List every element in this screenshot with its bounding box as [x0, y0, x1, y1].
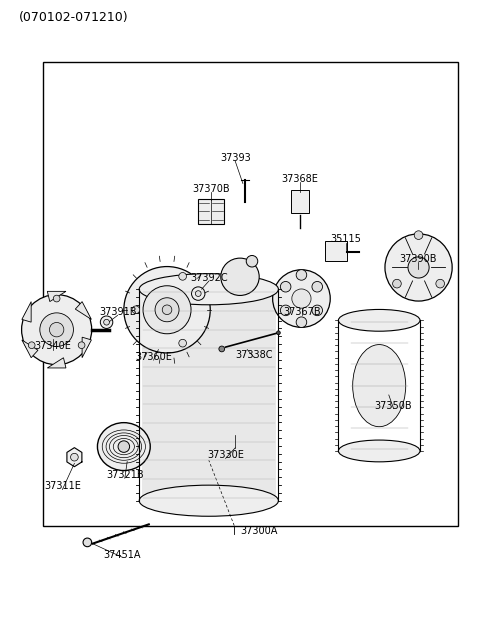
Circle shape [71, 453, 78, 461]
Circle shape [195, 290, 201, 297]
Circle shape [276, 331, 280, 335]
Bar [325, 241, 347, 261]
Polygon shape [48, 358, 66, 368]
Ellipse shape [353, 345, 406, 427]
Text: 37391B: 37391B [99, 307, 136, 317]
Polygon shape [22, 302, 31, 322]
Circle shape [408, 257, 429, 278]
Text: 35115: 35115 [330, 234, 361, 244]
Circle shape [296, 317, 307, 327]
Text: 37300A: 37300A [240, 526, 278, 536]
Circle shape [312, 305, 323, 315]
Ellipse shape [221, 258, 259, 295]
Circle shape [155, 298, 179, 322]
Circle shape [296, 270, 307, 280]
Text: 37392C: 37392C [190, 273, 228, 283]
Circle shape [219, 346, 225, 352]
Circle shape [143, 285, 191, 334]
Ellipse shape [139, 485, 278, 516]
Text: 37350B: 37350B [375, 401, 412, 411]
Circle shape [78, 342, 85, 348]
Circle shape [179, 340, 186, 347]
Text: 37451A: 37451A [104, 550, 141, 560]
Circle shape [393, 279, 401, 288]
Text: 37330E: 37330E [207, 450, 244, 460]
Text: 37390B: 37390B [399, 254, 436, 264]
Text: 37311E: 37311E [44, 481, 81, 491]
Text: 37340E: 37340E [35, 341, 71, 351]
Circle shape [124, 267, 210, 353]
Circle shape [104, 319, 109, 325]
Polygon shape [67, 448, 82, 466]
Circle shape [179, 272, 186, 280]
Ellipse shape [97, 423, 150, 470]
Circle shape [118, 441, 130, 452]
Text: 37367B: 37367B [284, 307, 321, 317]
Circle shape [246, 256, 258, 267]
Bar [142, 289, 276, 501]
Circle shape [192, 287, 205, 300]
Circle shape [312, 282, 323, 292]
Bar [291, 190, 309, 213]
Polygon shape [22, 340, 38, 358]
Text: (070102-071210): (070102-071210) [19, 11, 129, 24]
Ellipse shape [338, 440, 420, 462]
Circle shape [436, 279, 444, 288]
Polygon shape [75, 302, 91, 320]
Circle shape [40, 313, 73, 346]
Circle shape [83, 538, 92, 547]
Circle shape [280, 282, 291, 292]
Bar [198, 199, 225, 224]
Circle shape [292, 289, 311, 308]
Circle shape [132, 306, 140, 313]
Circle shape [280, 305, 291, 315]
Text: 37370B: 37370B [192, 184, 230, 194]
Circle shape [273, 270, 330, 327]
Text: 37338C: 37338C [236, 350, 273, 360]
Bar [43, 62, 458, 526]
Circle shape [49, 322, 64, 337]
Circle shape [385, 234, 452, 301]
Ellipse shape [338, 309, 420, 331]
Circle shape [100, 316, 113, 328]
Circle shape [28, 342, 35, 348]
Text: 37393: 37393 [220, 153, 251, 163]
Text: 37368E: 37368E [282, 174, 318, 184]
Text: 37321B: 37321B [106, 470, 144, 480]
Circle shape [162, 305, 172, 315]
Polygon shape [48, 291, 66, 302]
Circle shape [22, 295, 92, 364]
Polygon shape [82, 337, 91, 358]
Text: 37360E: 37360E [135, 352, 172, 362]
Circle shape [53, 295, 60, 302]
Circle shape [414, 231, 423, 239]
Ellipse shape [139, 274, 278, 305]
